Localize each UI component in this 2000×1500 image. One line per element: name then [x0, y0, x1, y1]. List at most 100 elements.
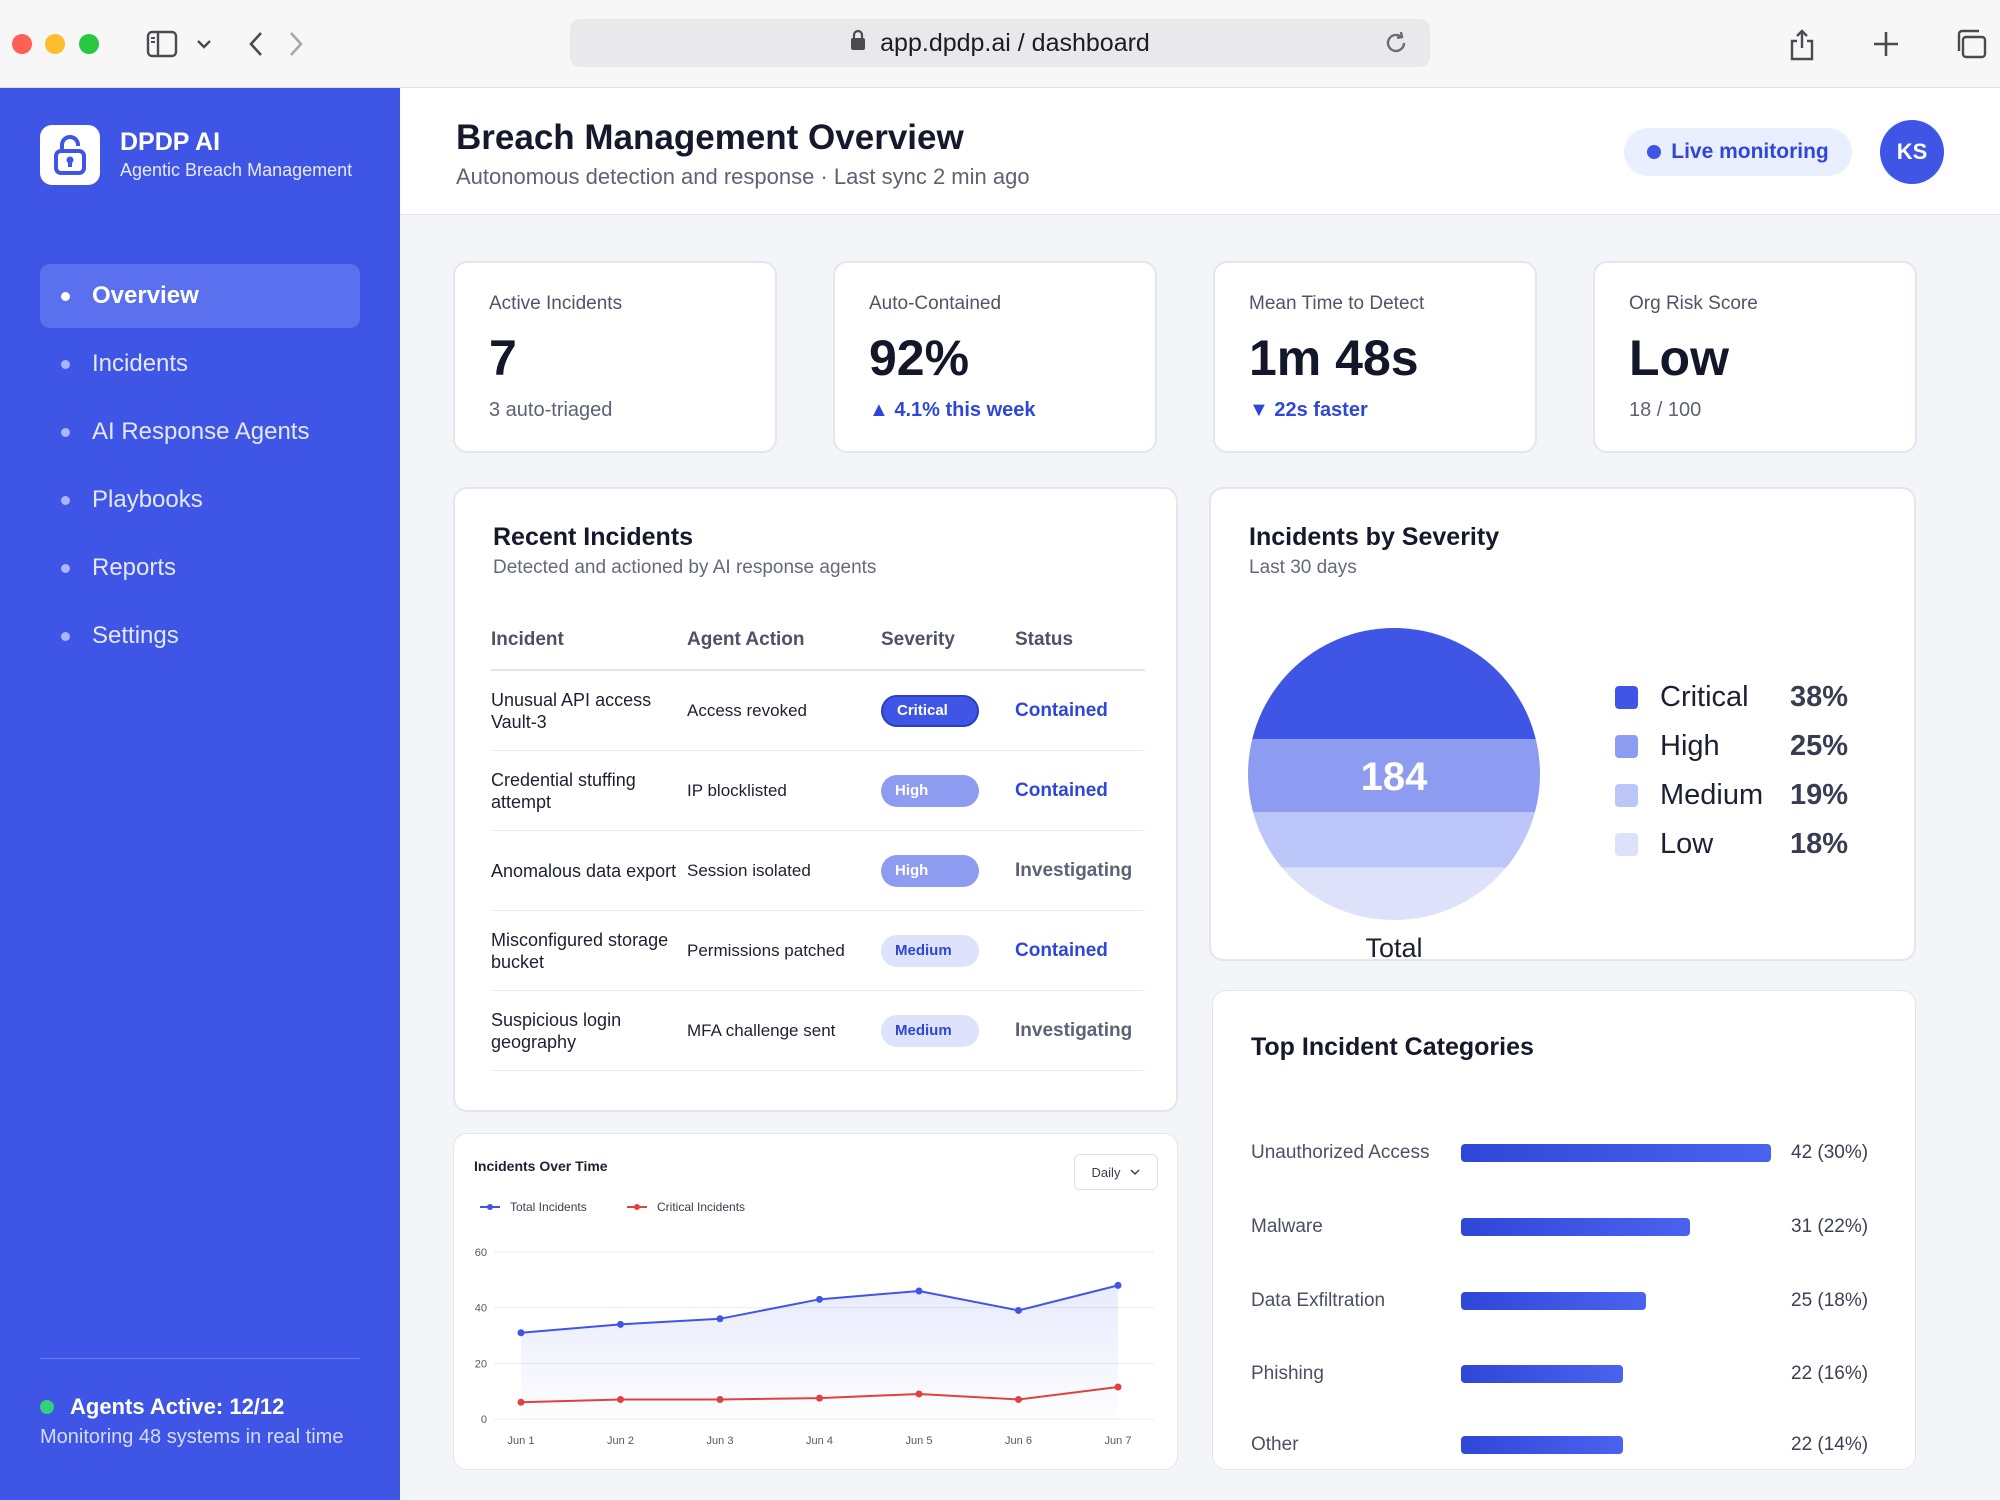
column-header-status[interactable]: Status	[1015, 629, 1074, 650]
y-tick-label: 40	[475, 1303, 487, 1315]
reload-icon[interactable]	[1382, 29, 1410, 64]
brand-logo	[40, 125, 100, 185]
back-icon[interactable]	[244, 26, 268, 62]
agent-action: Session isolated	[687, 860, 811, 880]
column-header-severity[interactable]: Severity	[881, 629, 955, 650]
chevron-down-icon[interactable]	[192, 26, 216, 62]
minimize-window-button[interactable]	[45, 34, 65, 54]
table-row[interactable]: Unusual API access Vault-3 Access revoke…	[491, 671, 1145, 751]
kpi-value: 1m 48s	[1249, 330, 1419, 386]
incidents-over-time-title: Incidents Over Time	[474, 1158, 608, 1174]
agents-status: Agents Active: 12/12	[40, 1394, 284, 1420]
x-tick-label: Jun 6	[1005, 1435, 1032, 1447]
agents-status-sub: Monitoring 48 systems in real time	[40, 1426, 344, 1448]
sidebar-item-playbooks[interactable]: Playbooks	[40, 468, 360, 532]
incident-name: Misconfigured storage bucket	[491, 929, 669, 972]
incident-name: Suspicious login geography	[491, 1009, 622, 1052]
category-row[interactable]: Unauthorized Access 42 (30%)	[1251, 1133, 1891, 1173]
legend-label: Medium	[1660, 779, 1764, 811]
recent-incidents-subtitle: Detected and actioned by AI response age…	[493, 557, 877, 578]
status-dot-icon	[40, 1400, 54, 1414]
legend-label: Total Incidents	[510, 1200, 587, 1214]
category-bar	[1461, 1144, 1771, 1162]
table-row[interactable]: Credential stuffing attempt IP blocklist…	[491, 751, 1145, 831]
sidebar-item-overview[interactable]: Overview	[40, 264, 360, 328]
category-value: 42 (30%)	[1791, 1142, 1869, 1163]
severity-slice-high	[1248, 738, 1540, 813]
table-header: Incident Agent Action Severity Status	[491, 611, 1145, 671]
share-icon[interactable]	[1786, 26, 1818, 62]
legend-item-high: High 25%	[1615, 722, 1875, 771]
severity-legend: Critical 38% High 25% Medium 19% Low 18%	[1615, 673, 1875, 869]
data-point	[1015, 1396, 1022, 1404]
severity-total-value: 184	[1361, 755, 1428, 799]
agent-action: MFA challenge sent	[687, 1020, 836, 1040]
interval-select[interactable]: Daily	[1074, 1154, 1158, 1190]
x-tick-label: Jun 5	[906, 1435, 933, 1447]
avatar[interactable]: KS	[1880, 120, 1944, 184]
sidebar-item-settings[interactable]: Settings	[40, 604, 360, 668]
new-tab-icon[interactable]	[1870, 26, 1902, 62]
column-header-incident[interactable]: Incident	[491, 629, 564, 650]
kpi-value: 92%	[869, 330, 970, 386]
status-text: Investigating	[1015, 859, 1133, 881]
category-row[interactable]: Phishing 22 (16%)	[1251, 1354, 1891, 1394]
legend-critical-incidents: Critical Incidents	[627, 1200, 745, 1214]
kpi-sub: ▲ 4.1% this week	[869, 399, 1036, 421]
data-point	[716, 1396, 724, 1404]
legend-item-critical: Critical 38%	[1615, 673, 1875, 722]
incidents-table: Incident Agent Action Severity Status Un…	[491, 611, 1145, 1071]
severity-title: Incidents by Severity	[1249, 523, 1500, 551]
page-subtitle: Autonomous detection and response · Last…	[456, 164, 1030, 189]
incident-name: Unusual API access Vault-3	[491, 689, 652, 732]
url-text: app.dpdp.ai / dashboard	[880, 28, 1150, 57]
category-row[interactable]: Data Exfiltration 25 (18%)	[1251, 1281, 1891, 1321]
legend-percent: 19%	[1790, 779, 1849, 811]
category-value: 25 (18%)	[1791, 1290, 1869, 1311]
kpi-label: Auto-Contained	[869, 293, 1002, 314]
severity-badge: High	[881, 774, 979, 807]
category-name: Malware	[1251, 1216, 1323, 1237]
x-tick-label: Jun 2	[607, 1435, 634, 1447]
category-row[interactable]: Malware 31 (22%)	[1251, 1207, 1891, 1247]
severity-slice-low	[1248, 867, 1540, 920]
y-tick-label: 60	[475, 1247, 487, 1259]
data-point	[1114, 1281, 1122, 1289]
address-bar[interactable]: app.dpdp.ai / dashboard	[570, 19, 1430, 67]
table-row[interactable]: Misconfigured storage bucket Permissions…	[491, 911, 1145, 991]
sidebar-item-ai-response-agents[interactable]: AI Response Agents	[40, 400, 360, 464]
category-value: 31 (22%)	[1791, 1216, 1869, 1237]
category-bar	[1461, 1365, 1624, 1383]
live-monitoring-badge[interactable]: Live monitoring	[1624, 128, 1852, 176]
table-row[interactable]: Suspicious login geography MFA challenge…	[491, 991, 1145, 1071]
severity-slice-medium	[1248, 811, 1540, 868]
kpi-sub: 3 auto-triaged	[489, 399, 613, 421]
legend-total-incidents: Total Incidents	[480, 1200, 587, 1214]
recent-incidents-card: Recent Incidents Detected and actioned b…	[453, 487, 1178, 1112]
categories-title: Top Incident Categories	[1251, 1033, 1534, 1061]
status-text: Investigating	[1015, 1019, 1133, 1041]
tab-overview-icon[interactable]	[1954, 26, 1988, 62]
sidebar-item-incidents[interactable]: Incidents	[40, 332, 360, 396]
kpi-value: 7	[489, 330, 517, 386]
data-point	[915, 1390, 923, 1398]
area-total-incidents	[521, 1285, 1118, 1419]
close-window-button[interactable]	[12, 34, 32, 54]
status-text: Contained	[1015, 699, 1108, 721]
category-row[interactable]: Other 22 (14%)	[1251, 1425, 1891, 1465]
sidebar-toggle-icon[interactable]	[144, 26, 180, 62]
data-point	[915, 1287, 923, 1295]
kpi-card-active-incidents: Active Incidents 7 3 auto-triaged	[453, 261, 777, 453]
table-row[interactable]: Anomalous data export Session isolated H…	[491, 831, 1145, 911]
forward-icon[interactable]	[284, 26, 308, 62]
zoom-window-button[interactable]	[79, 34, 99, 54]
category-name: Unauthorized Access	[1251, 1142, 1430, 1163]
sidebar-item-reports[interactable]: Reports	[40, 536, 360, 600]
data-point	[816, 1394, 823, 1402]
agents-status-label: Agents Active: 12/12	[70, 1394, 285, 1419]
kpi-card-auto-contained: Auto-Contained 92% ▲ 4.1% this week	[833, 261, 1157, 453]
y-tick-label: 0	[481, 1414, 487, 1426]
data-point	[517, 1329, 525, 1337]
live-monitoring-label: Live monitoring	[1671, 140, 1829, 163]
column-header-agent-action[interactable]: Agent Action	[687, 629, 805, 650]
